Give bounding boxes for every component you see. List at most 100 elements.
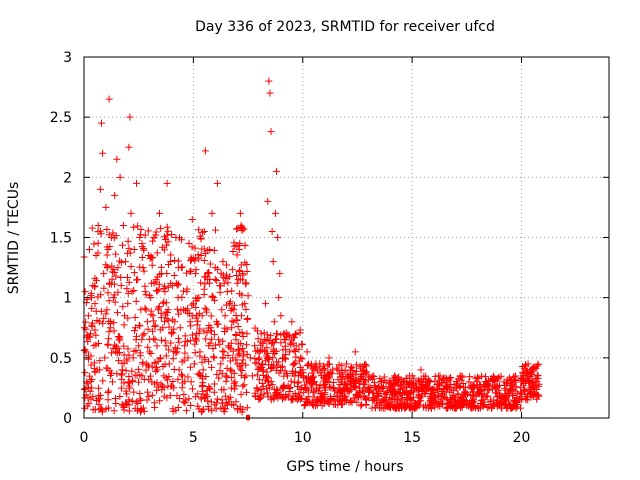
data-point (144, 388, 152, 396)
data-point (175, 366, 183, 374)
data-point (246, 354, 254, 362)
data-point (196, 325, 204, 333)
data-point (303, 348, 311, 356)
data-point (347, 372, 355, 380)
data-point (175, 338, 183, 346)
data-point (227, 366, 235, 374)
data-point (138, 336, 146, 344)
data-point (342, 397, 350, 405)
data-point (210, 388, 218, 396)
data-point (348, 364, 356, 372)
data-point (216, 367, 224, 375)
data-point (139, 264, 147, 272)
data-point (512, 383, 520, 391)
data-point (238, 367, 246, 375)
data-point (120, 406, 128, 414)
data-point (169, 355, 177, 363)
data-point (439, 390, 447, 398)
data-point (161, 288, 169, 296)
data-point (226, 273, 234, 281)
data-point (256, 394, 264, 402)
data-point (202, 391, 210, 399)
data-point (343, 385, 351, 393)
data-point (144, 361, 152, 369)
data-point (203, 306, 210, 314)
data-point (86, 387, 94, 395)
data-point (156, 355, 164, 363)
data-point (434, 380, 442, 388)
data-point (304, 362, 312, 370)
data-point (239, 270, 247, 278)
data-point (321, 372, 329, 380)
data-point (212, 226, 220, 234)
data-point (162, 236, 170, 244)
data-point (180, 398, 188, 406)
data-point (298, 341, 306, 349)
y-tick-label: 1 (63, 291, 72, 307)
data-point (269, 354, 277, 362)
data-point (533, 372, 541, 380)
data-point (92, 252, 100, 260)
data-point (360, 366, 368, 374)
data-point (210, 380, 218, 388)
data-point (260, 335, 268, 343)
data-point (251, 392, 259, 400)
data-point (228, 324, 236, 332)
data-point (518, 395, 526, 403)
data-point (209, 353, 217, 361)
data-point (471, 374, 479, 382)
data-point (264, 389, 272, 397)
data-point (236, 209, 244, 217)
data-point (257, 330, 265, 338)
data-point (117, 370, 125, 378)
data-point (208, 407, 216, 415)
data-point (192, 334, 200, 342)
data-point (526, 368, 534, 376)
data-point (431, 398, 439, 406)
data-point (186, 337, 194, 345)
data-point (519, 362, 527, 370)
data-point (167, 251, 175, 259)
data-point (284, 331, 292, 339)
data-point (125, 278, 133, 286)
data-point (234, 323, 242, 331)
data-point (125, 407, 133, 415)
data-point (218, 399, 226, 407)
data-point (272, 366, 280, 374)
data-point (188, 331, 196, 339)
data-point (434, 392, 442, 400)
data-point (95, 400, 103, 408)
data-point (95, 318, 103, 326)
data-point (179, 379, 187, 387)
data-point (520, 372, 528, 380)
data-point (201, 304, 209, 312)
data-point (255, 364, 263, 372)
data-point (260, 390, 268, 398)
axis-ticks: 0 0.5 1 1.5 2 2.5 3 0 5 10 15 20 (50, 50, 609, 446)
data-point (173, 305, 181, 313)
data-point (150, 234, 158, 241)
data-point (82, 325, 90, 333)
data-point (128, 288, 136, 296)
data-points (80, 77, 543, 422)
data-point (134, 400, 142, 408)
data-point (447, 380, 455, 388)
data-point (94, 228, 102, 236)
data-point (336, 387, 344, 395)
data-point (362, 376, 370, 384)
data-point (402, 404, 410, 412)
data-point (155, 303, 163, 311)
data-point (97, 291, 105, 299)
data-point (122, 367, 130, 375)
data-point (106, 242, 114, 250)
data-point (207, 312, 215, 320)
data-point (104, 396, 112, 404)
data-point (156, 397, 164, 405)
data-point (235, 246, 243, 254)
data-point (457, 393, 465, 401)
data-point (497, 404, 505, 412)
data-point (195, 294, 203, 302)
data-point (534, 360, 542, 368)
data-point (264, 197, 272, 205)
